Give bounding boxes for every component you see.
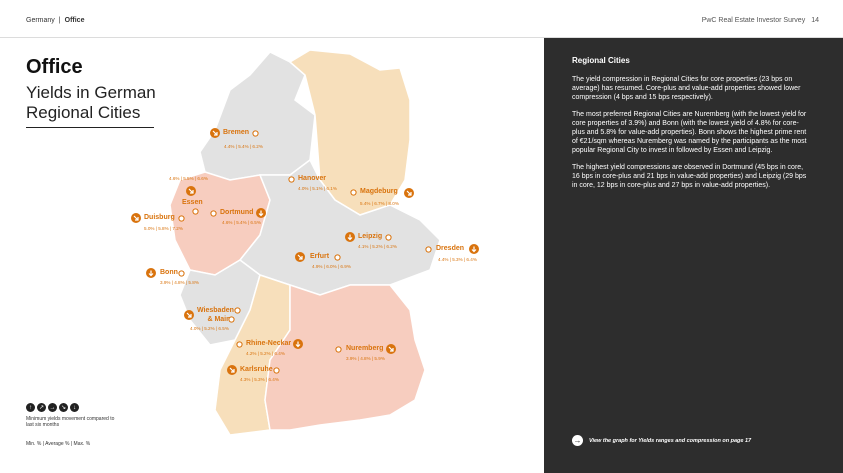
panel-paragraph-2: The most preferred Regional Cities are N… xyxy=(572,111,807,154)
city-dot xyxy=(288,176,295,183)
city-name: Magdeburg xyxy=(360,188,398,195)
city-name: Erfurt xyxy=(310,253,330,260)
city-name: Rhine-Neckar xyxy=(246,340,292,347)
city-yields: 4.6% | 5.5% | 6.6% xyxy=(169,176,208,181)
panel-content: Regional Cities The yield compression in… xyxy=(572,56,810,198)
city-yields: 4.6% | 5.4% | 6.5% xyxy=(222,220,261,225)
arrow-down-right-icon xyxy=(404,188,414,198)
breadcrumb-parent[interactable]: Germany xyxy=(26,17,55,24)
panel-heading: Regional Cities xyxy=(572,56,630,65)
city-yields: 4.0% | 5.2% | 6.5% xyxy=(190,326,229,331)
germany-map-shapes xyxy=(169,49,441,436)
city-yields: 4.4% | 5.4% | 6.2% xyxy=(224,144,263,149)
arrow-up-icon: ↑ xyxy=(26,403,35,412)
legend-min-avg-max: Min. % | Average % | Max. % xyxy=(26,441,91,447)
city-yields: 4.2% | 5.2% | 6.4% xyxy=(246,351,285,356)
arrow-down-right-icon: ↘ xyxy=(59,403,68,412)
city-dot xyxy=(236,341,243,348)
header-divider xyxy=(0,37,843,38)
city-name: Essen xyxy=(182,199,203,206)
city-name: Dortmund xyxy=(220,209,254,216)
arrow-right-icon: → xyxy=(48,403,57,412)
arrow-down-right-icon xyxy=(295,252,305,262)
breadcrumb: Germany | Office xyxy=(26,17,84,24)
arrow-down-right-icon xyxy=(186,186,196,196)
city-name: Bremen xyxy=(223,129,250,136)
city-dot xyxy=(178,270,185,277)
city-yields: 5.0% | 5.8% | 7.2% xyxy=(144,226,183,231)
arrow-down-icon xyxy=(293,339,303,349)
arrow-down-right-icon xyxy=(184,310,194,320)
arrow-down-icon xyxy=(469,244,479,254)
city-name: Karlsruhe xyxy=(240,366,273,373)
view-graph-link[interactable]: → View the graph for Yields ranges and c… xyxy=(572,435,751,446)
city-yields: 3.9% | 4.8% | 5.8% xyxy=(160,280,199,285)
arrow-down-icon: ↓ xyxy=(70,403,79,412)
city-dot xyxy=(350,189,357,196)
title-underline xyxy=(26,127,154,128)
city-name: Dresden xyxy=(436,245,465,252)
city-dot xyxy=(234,307,241,314)
city-name: Hanover xyxy=(298,175,327,182)
arrow-down-right-icon xyxy=(131,213,141,223)
panel-paragraph-1: The yield compression in Regional Cities… xyxy=(572,76,801,101)
arrow-down-icon xyxy=(256,208,266,218)
city-yields: 4.3% | 5.3% | 6.4% xyxy=(240,377,279,382)
region-northwest xyxy=(199,51,316,181)
city-yields: 4.0% | 5.1% | 6.1% xyxy=(298,186,337,191)
top-bar: Germany | Office PwC Real Estate Investor … xyxy=(0,0,843,38)
page-title: Office xyxy=(26,56,83,78)
city-yields: 5.4% | 6.7% | 8.0% xyxy=(360,201,399,206)
city-name: Wiesbaden & Mainz xyxy=(197,307,234,323)
arrow-down-icon xyxy=(146,268,156,278)
city-name: Nuremberg xyxy=(346,345,384,352)
arrow-down-right-icon xyxy=(227,365,237,375)
breadcrumb-separator: | xyxy=(58,17,61,24)
city-yields: 4.1% | 5.2% | 6.2% xyxy=(358,244,397,249)
arrow-down-icon xyxy=(345,232,355,242)
city-yields: 3.9% | 4.8% | 5.9% xyxy=(346,356,385,361)
survey-title: PwC Real Estate Investor Survey 14 xyxy=(702,17,819,24)
panel-paragraph-3: The highest yield compressions are obser… xyxy=(572,164,807,189)
city-dot xyxy=(335,346,342,353)
city-yields: 4.4% | 5.3% | 6.4% xyxy=(438,257,477,262)
info-panel: Regional Cities The yield compression in… xyxy=(544,38,843,473)
region-bavaria xyxy=(264,283,426,431)
legend-description: Minimum yields movement compared to last… xyxy=(26,416,115,428)
arrow-right-circle-icon: → xyxy=(572,435,583,446)
city-dot xyxy=(385,234,392,241)
legend: ↑ ↗ → ↘ ↓ Minimum yields movement compar… xyxy=(26,403,116,428)
region-north-east xyxy=(288,49,411,216)
city-dot xyxy=(252,130,259,137)
city-dot xyxy=(425,246,432,253)
arrow-down-right-icon xyxy=(386,344,396,354)
city-dot xyxy=(210,210,217,217)
arrow-down-right-icon xyxy=(210,128,220,138)
city-dot xyxy=(192,208,199,215)
city-dot xyxy=(273,367,280,374)
legend-icons: ↑ ↗ → ↘ ↓ xyxy=(26,403,116,412)
city-dot xyxy=(228,316,235,323)
page-subtitle: Yields in German Regional Cities xyxy=(26,83,156,122)
survey-title-text: PwC Real Estate Investor Survey xyxy=(701,17,806,24)
arrow-up-right-icon: ↗ xyxy=(37,403,46,412)
city-dot xyxy=(334,254,341,261)
city-name: Duisburg xyxy=(144,214,175,221)
germany-map: Bremen 4.4% | 5.4% | 6.2% Hanover 4.0% |… xyxy=(120,40,500,470)
breadcrumb-current: Office xyxy=(64,17,85,24)
city-name: Leipzig xyxy=(358,233,383,240)
city-yields: 4.9% | 6.0% | 6.9% xyxy=(312,264,351,269)
view-graph-link-text: View the graph for Yields ranges and com… xyxy=(589,437,752,444)
city-dot xyxy=(178,215,185,222)
page-number: 14 xyxy=(811,17,819,24)
city-name: Bonn xyxy=(160,269,178,276)
